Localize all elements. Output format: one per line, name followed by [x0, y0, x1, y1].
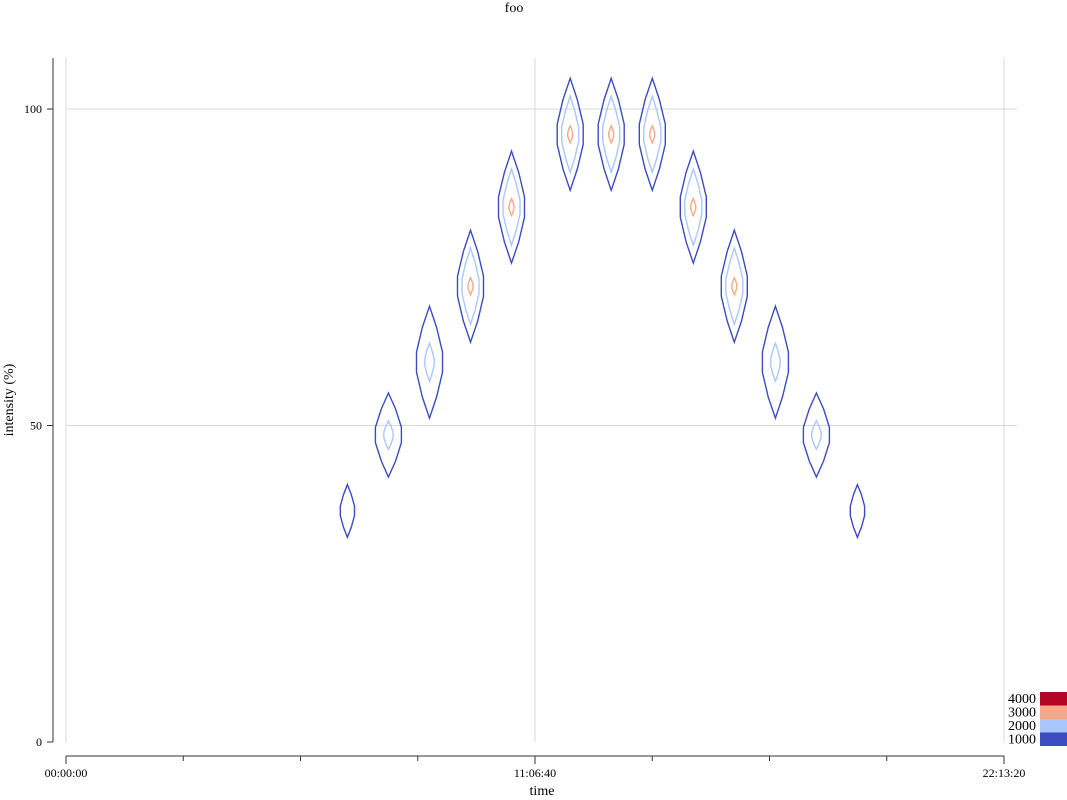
- x-tick-label: 22:13:20: [983, 766, 1026, 780]
- contour-level-1000: [802, 391, 831, 479]
- contour-peak: [679, 148, 707, 266]
- contour-level-2000: [811, 419, 822, 451]
- y-tick-label: 50: [30, 419, 42, 433]
- contour-peak: [597, 76, 625, 193]
- y-axis-label: intensity (%): [2, 363, 17, 436]
- contour-level-1000: [849, 482, 866, 540]
- contour-level-2000: [602, 94, 621, 175]
- contour-peak: [339, 482, 356, 540]
- contour-peak: [849, 482, 866, 540]
- contour-level-1000: [638, 76, 666, 193]
- x-axis-label: time: [530, 784, 555, 799]
- legend-label: 3000: [1008, 706, 1036, 721]
- contour-peak: [456, 228, 485, 345]
- legend-swatch: [1040, 692, 1067, 706]
- contour-level-3000: [690, 196, 697, 218]
- axes: 0 50 100 00:00:00 11:06:40 22:13:20: [24, 58, 1025, 780]
- contour-level-1000: [415, 304, 444, 421]
- legend-swatch: [1040, 719, 1067, 733]
- contour-peaks: [339, 76, 866, 540]
- contour-level-2000: [424, 341, 435, 384]
- contour-level-1000: [597, 76, 625, 193]
- contour-level-3000: [731, 275, 738, 297]
- contour-level-1000: [339, 482, 356, 540]
- contour-level-2000: [684, 166, 703, 248]
- contour-level-3000: [608, 123, 615, 145]
- chart-title: foo: [505, 1, 524, 16]
- contour-peak: [415, 304, 444, 421]
- y-tick-label: 0: [36, 735, 42, 749]
- contour-level-2000: [561, 94, 580, 175]
- contour-level-2000: [502, 166, 521, 248]
- contour-peak: [802, 391, 831, 479]
- legend-swatch: [1040, 732, 1067, 746]
- contour-level-3000: [567, 123, 574, 145]
- grid-lines: [65, 58, 1017, 742]
- legend-label: 4000: [1008, 692, 1036, 707]
- x-tick-label: 00:00:00: [45, 766, 88, 780]
- contour-level-1000: [679, 148, 707, 266]
- contour-level-1000: [761, 304, 790, 421]
- contour-peak: [638, 76, 666, 193]
- contour-level-1000: [456, 228, 485, 345]
- contour-level-2000: [383, 419, 394, 451]
- legend-label: 2000: [1008, 719, 1036, 734]
- legend-swatch: [1040, 705, 1067, 719]
- contour-peak: [374, 391, 403, 479]
- contour-level-2000: [643, 94, 662, 175]
- contour-level-1000: [556, 76, 584, 193]
- contour-level-1000: [497, 148, 526, 266]
- x-tick-label: 11:06:40: [514, 766, 556, 780]
- contour-level-2000: [770, 341, 781, 384]
- contour-level-3000: [649, 123, 656, 145]
- y-tick-label: 100: [24, 102, 42, 116]
- contour-peak: [556, 76, 584, 193]
- contour-level-3000: [467, 275, 474, 297]
- contour-peak: [497, 148, 526, 266]
- legend-label: 1000: [1008, 733, 1036, 748]
- contour-level-1000: [374, 391, 403, 479]
- contour-level-1000: [720, 228, 748, 345]
- contour-peak: [761, 304, 790, 421]
- contour-level-2000: [461, 245, 480, 327]
- contour-level-2000: [725, 245, 744, 327]
- contour-peak: [720, 228, 748, 345]
- contour-level-3000: [508, 196, 515, 218]
